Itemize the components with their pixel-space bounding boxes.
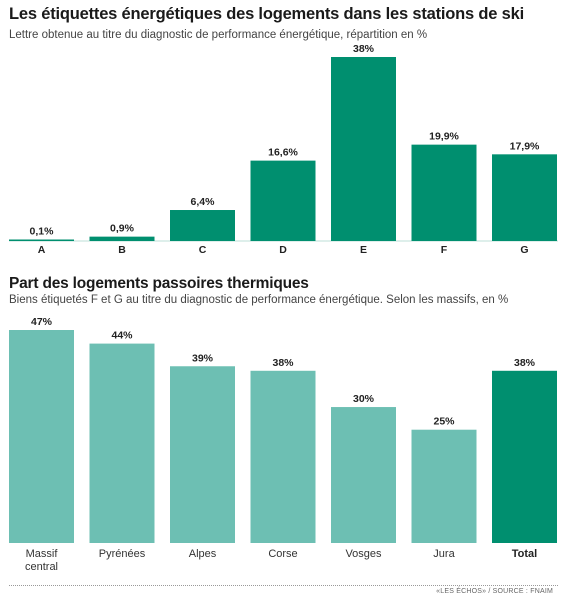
chart1-category-label: C: [199, 244, 207, 256]
chart1-bar-g: [492, 154, 557, 241]
chart2-value-label: 39%: [192, 352, 214, 364]
chart1-category-label: G: [520, 244, 528, 256]
chart2-bar-1: [9, 330, 74, 543]
chart2-value-label: 38%: [514, 357, 536, 369]
chart2-category-label: Vosges: [345, 548, 382, 560]
chart2-value-label: 44%: [111, 330, 133, 342]
chart1-bar-a: [9, 239, 74, 241]
chart2-bar-6: [411, 429, 477, 543]
chart2-subtitle: Biens étiquetés F et G au titre du diagn…: [9, 294, 509, 306]
chart1-category-label: A: [38, 244, 46, 256]
chart1-value-label: 6,4%: [191, 196, 216, 208]
chart2-bar-7: [492, 370, 557, 543]
chart2-category-label: Total: [512, 548, 537, 560]
chart2-category-label: Jura: [433, 548, 455, 560]
chart2-category-label: Pyrénées: [99, 548, 146, 560]
chart2-bar-5: [331, 407, 396, 543]
chart2-value-label: 47%: [31, 316, 53, 328]
chart2-category-label: central: [25, 561, 58, 573]
chart1-bar-d: [250, 160, 316, 241]
chart2-value-label: 38%: [272, 357, 294, 369]
chart1-value-label: 0,1%: [30, 226, 55, 238]
chart2-category-label: Massif: [26, 548, 59, 560]
chart1-title: Les étiquettes énergétiques des logement…: [9, 5, 524, 23]
chart1-bar-c: [170, 210, 235, 241]
chart1-bar-f: [411, 144, 477, 241]
chart2-category-label: Corse: [268, 548, 297, 560]
chart2-title: Part des logements passoires thermiques: [9, 275, 309, 292]
chart1-bar-e: [331, 57, 396, 241]
chart1-category-label: E: [360, 244, 367, 256]
footer-divider: [9, 585, 558, 586]
chart2-bar-2: [89, 343, 155, 543]
chart1-value-label: 19,9%: [429, 131, 459, 143]
chart1-value-label: 38%: [353, 43, 375, 55]
chart2-value-label: 30%: [353, 393, 375, 405]
source-credit: «LES ÉCHOS» / SOURCE : FNAIM: [436, 588, 553, 595]
chart1-bar-b: [89, 236, 155, 241]
chart2-category-label: Alpes: [189, 548, 217, 560]
chart1-value-label: 0,9%: [110, 223, 135, 235]
chart1-category-label: F: [441, 244, 448, 256]
chart1-subtitle: Lettre obtenue au titre du diagnostic de…: [9, 29, 428, 41]
chart1-category-label: D: [279, 244, 287, 256]
chart2-bar-4: [250, 370, 316, 543]
chart2-value-label: 25%: [433, 416, 455, 428]
chart2-bar-3: [170, 366, 235, 543]
chart1-category-label: B: [118, 244, 126, 256]
chart1-value-label: 16,6%: [268, 147, 298, 159]
chart1-value-label: 17,9%: [510, 140, 540, 152]
